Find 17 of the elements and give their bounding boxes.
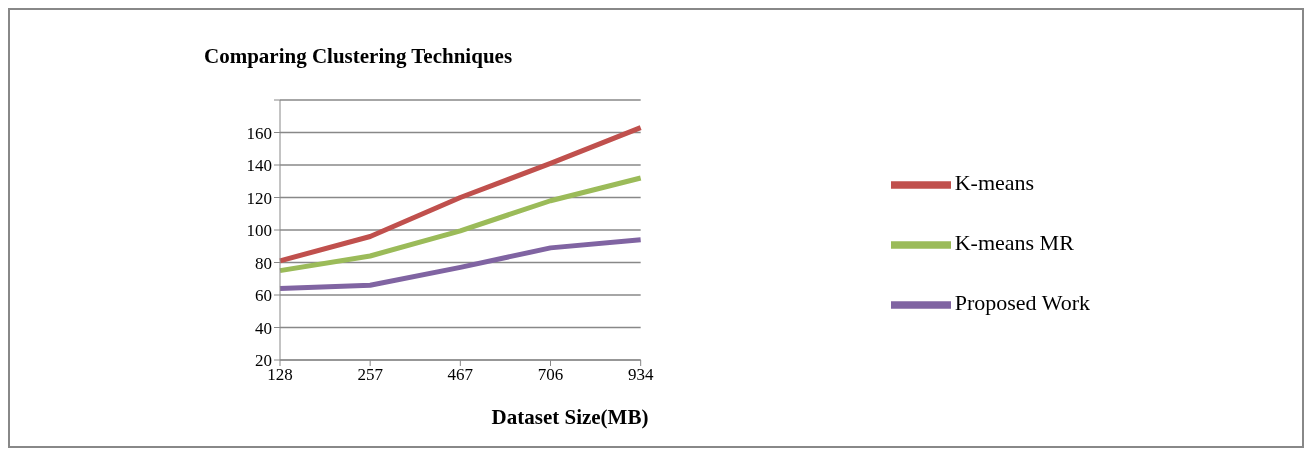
y-tick-label: 160: [246, 123, 272, 143]
x-axis-title: Dataset Size(MB): [490, 405, 650, 430]
y-tick-label: 80: [255, 253, 272, 273]
x-tick-label: 706: [537, 365, 564, 385]
y-tick-label: 100: [246, 221, 272, 241]
x-tick-label: 467: [447, 365, 474, 385]
y-tick-label: 60: [255, 286, 272, 306]
legend-label: Proposed Work: [954, 290, 1090, 316]
y-tick-label: 120: [246, 188, 272, 208]
x-tick-label: 934: [627, 365, 654, 385]
y-tick-label: 140: [246, 156, 272, 176]
x-tick-label: 257: [357, 365, 384, 385]
legend-label: K-means: [954, 170, 1035, 196]
y-tick-label: 40: [255, 318, 272, 338]
chart-title: Comparing Clustering Techniques: [204, 44, 513, 69]
legend-label: K-means MR: [954, 230, 1074, 256]
x-tick-label: 128: [267, 365, 293, 385]
